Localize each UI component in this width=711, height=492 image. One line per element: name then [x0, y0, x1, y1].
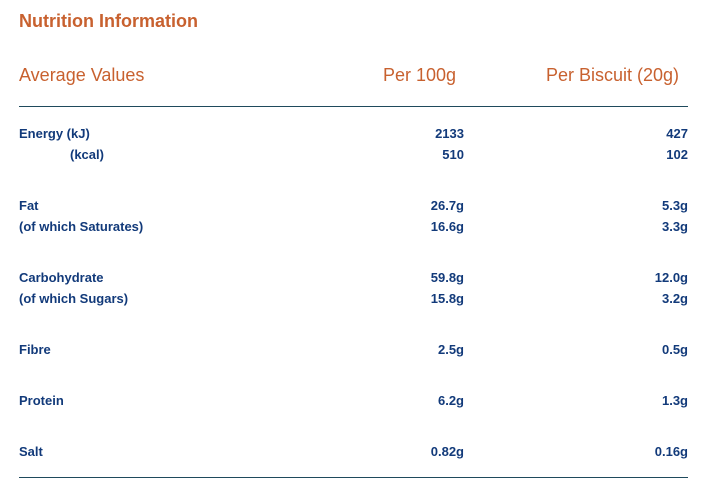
row-label: Fibre [19, 342, 51, 357]
row-value-per-100g: 59.8g [430, 270, 464, 285]
row-value-per-biscuit: 12.0g [654, 270, 688, 285]
header-average-values: Average Values [19, 65, 145, 85]
row-value-per-100g: 2.5g [437, 342, 464, 357]
row-label: Fat [19, 198, 39, 213]
row-label: Carbohydrate [19, 270, 104, 285]
header-divider [19, 106, 688, 107]
row-value-per-biscuit: 0.5g [661, 342, 688, 357]
row-value-per-biscuit: 0.16g [654, 444, 688, 459]
header-per-biscuit: Per Biscuit (20g) [545, 65, 679, 85]
row-value-per-100g: 510 [442, 147, 464, 162]
row-value-per-biscuit: 3.3g [661, 219, 688, 234]
row-label: Energy (kJ) [19, 126, 90, 141]
row-label: (of which Saturates) [19, 219, 144, 234]
row-value-per-100g: 6.2g [437, 393, 464, 408]
row-value-per-100g: 2133 [435, 126, 464, 141]
row-value-per-biscuit: 427 [666, 126, 688, 141]
row-label: Protein [19, 393, 64, 408]
row-value-per-biscuit: 1.3g [661, 393, 688, 408]
row-value-per-100g: 0.82g [430, 444, 464, 459]
row-label: (of which Sugars) [19, 291, 129, 306]
row-value-per-100g: 15.8g [430, 291, 464, 306]
row-value-per-biscuit: 102 [666, 147, 688, 162]
row-value-per-100g: 26.7g [430, 198, 464, 213]
footer-divider [19, 477, 688, 478]
row-label: (kcal) [70, 147, 104, 162]
row-value-per-biscuit: 3.2g [661, 291, 688, 306]
header-per-100g: Per 100g [382, 65, 456, 85]
row-value-per-biscuit: 5.3g [661, 198, 688, 213]
row-label: Salt [19, 444, 43, 459]
row-value-per-100g: 16.6g [430, 219, 464, 234]
page-title: Nutrition Information [19, 11, 198, 31]
